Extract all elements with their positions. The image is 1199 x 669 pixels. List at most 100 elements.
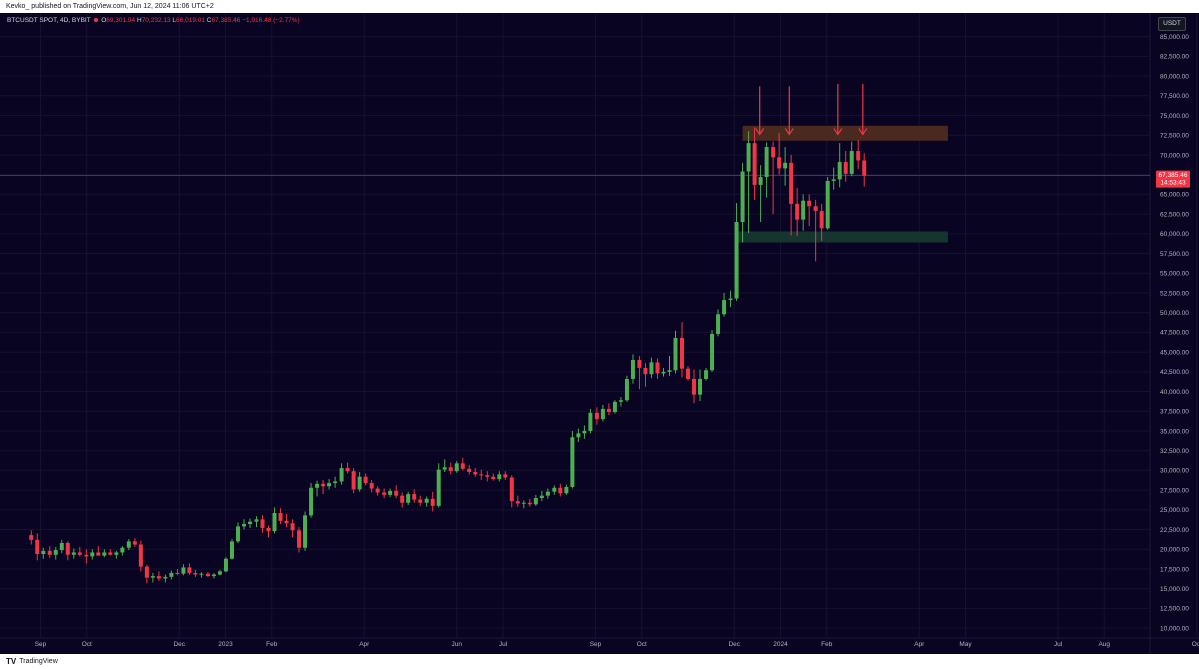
candle-up	[272, 513, 277, 532]
candle-up	[582, 430, 587, 434]
candle-up	[734, 221, 739, 299]
tradingview-logo-icon: TV	[6, 657, 17, 666]
time-tick-label: 2024	[773, 641, 788, 648]
price-tick-label: 75,000.00	[1160, 113, 1189, 120]
price-tick-label: 57,500.00	[1160, 251, 1189, 258]
candle-down	[412, 494, 417, 500]
down-arrow-icon	[833, 128, 843, 136]
candle-up	[327, 483, 332, 487]
candle-up	[722, 300, 727, 315]
candle-down	[138, 544, 143, 567]
candle-up	[801, 200, 806, 220]
candle-down	[819, 210, 824, 229]
high-label: H	[136, 17, 142, 24]
candle-down	[430, 498, 435, 506]
candle-down	[527, 502, 532, 505]
candle-up	[825, 180, 830, 229]
candle-up	[539, 495, 544, 499]
candle-up	[229, 541, 234, 559]
candle-down	[156, 576, 161, 579]
candle-down	[509, 477, 514, 502]
candle-up	[114, 552, 119, 555]
candle-up	[570, 437, 575, 487]
candle-down	[473, 471, 478, 475]
candle-up	[716, 314, 721, 334]
price-tick-label: 10,000.00	[1160, 625, 1189, 632]
candle-down	[655, 362, 660, 374]
candle-up	[442, 467, 447, 470]
candle-down	[692, 378, 697, 395]
candle-up	[704, 370, 709, 379]
candle-up	[303, 515, 308, 548]
last-price-badge	[1156, 170, 1190, 188]
price-tick-label: 40,000.00	[1160, 389, 1189, 396]
tradingview-logo[interactable]: TV TradingView	[6, 657, 58, 666]
candle-down	[84, 554, 89, 557]
time-tick-label: Sep	[590, 641, 602, 648]
time-tick-label: Oct	[637, 641, 647, 648]
candle-down	[807, 200, 812, 207]
candle-up	[339, 468, 344, 482]
candle-down	[795, 203, 800, 220]
candle-down	[491, 476, 496, 480]
candle-down	[400, 495, 405, 503]
time-tick-label: Feb	[266, 641, 278, 648]
candle-down	[266, 527, 271, 532]
price-chart[interactable]: 10,000.00 12,500.00 15,000.00 17,500.00 20,0…	[0, 13, 1199, 654]
high-value: 70,232.13	[141, 17, 171, 24]
candle-down	[606, 408, 611, 413]
candle-up	[59, 542, 64, 551]
candle-up	[242, 524, 246, 527]
price-tick-label: 65,000.00	[1160, 192, 1189, 199]
candle-up	[217, 571, 222, 575]
price-tick-label: 82,500.00	[1160, 54, 1189, 61]
candle-down	[187, 567, 192, 573]
price-tick-label: 27,500.00	[1160, 487, 1189, 494]
price-tick-label: 12,500.00	[1160, 606, 1189, 613]
publisher-text: Kevko_ published on TradingView.com, Jun…	[6, 3, 214, 10]
price-tick-label: 17,500.00	[1160, 566, 1189, 573]
price-tick-label: 35,000.00	[1160, 428, 1189, 435]
candle-up	[41, 550, 46, 555]
candle-up	[783, 162, 788, 169]
candle-up	[248, 521, 253, 525]
price-tick-label: 60,000.00	[1160, 231, 1189, 238]
candle-up	[837, 162, 842, 180]
candle-up	[764, 147, 769, 178]
time-tick-label: Oct	[1192, 641, 1199, 648]
chart-area[interactable]: 10,000.00 12,500.00 15,000.00 17,500.00 20,0…	[0, 13, 1199, 654]
price-tick-label: 15,000.00	[1160, 586, 1189, 593]
candle-down	[594, 412, 599, 420]
candle-up	[199, 573, 204, 575]
tradingview-logo-text: TradingView	[19, 658, 58, 665]
candle-down	[351, 471, 356, 490]
publisher-bar: Kevko_ published on TradingView.com, Jun…	[0, 0, 1199, 13]
currency-button[interactable]: USDT	[1158, 17, 1186, 31]
candle-up	[600, 408, 605, 420]
candle-up	[673, 337, 678, 371]
open-label: O	[101, 17, 107, 24]
candle-up	[181, 567, 186, 574]
candle-up	[120, 547, 125, 553]
price-tick-label: 72,500.00	[1160, 133, 1189, 140]
candle-down	[278, 513, 283, 521]
candle-down	[485, 475, 490, 477]
time-tick-label: Sep	[35, 641, 47, 648]
candle-up	[126, 541, 131, 548]
candle-down	[418, 499, 423, 503]
price-tick-label: 62,500.00	[1160, 211, 1189, 218]
resistance-zone	[742, 125, 948, 141]
candle-up	[545, 491, 550, 496]
candle-up	[698, 378, 703, 395]
time-tick-label: Feb	[821, 641, 833, 648]
candle-up	[630, 360, 635, 379]
candle-up	[150, 576, 155, 578]
candle-down	[503, 474, 508, 478]
price-tick-label: 42,500.00	[1160, 369, 1189, 376]
candle-up	[436, 469, 441, 506]
price-tick-label: 20,000.00	[1160, 547, 1189, 554]
price-tick-label: 70,000.00	[1160, 152, 1189, 159]
candle-up	[102, 552, 107, 556]
time-tick-label: Jun	[452, 641, 463, 648]
price-tick-label: 32,500.00	[1160, 448, 1189, 455]
